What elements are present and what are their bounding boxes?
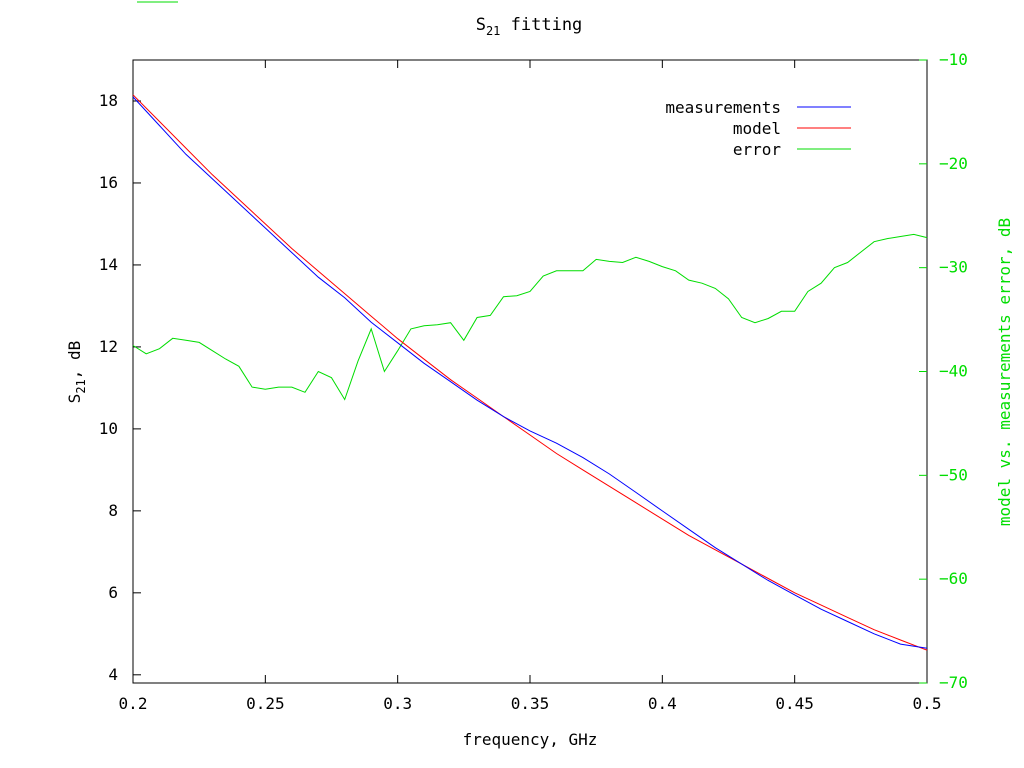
y2-tick-label: −60	[939, 569, 968, 588]
y2-tick-label: −20	[939, 154, 968, 173]
y2-tick-label: −10	[939, 50, 968, 69]
y2-tick-label: −30	[939, 258, 968, 277]
y2-axis-label: model vs. measurements error, dB	[995, 218, 1014, 526]
chart-title: S21 fitting	[476, 15, 583, 38]
x-axis-ticks: 0.2 0.25 0.3 0.35 0.4 0.45 0.5	[119, 60, 942, 713]
y2-axis-ticks: −10 −20 −30 −40 −50 −60 −70	[919, 50, 968, 692]
y-tick-label: 14	[99, 255, 118, 274]
y-tick-label: 12	[99, 337, 118, 356]
x-tick-label: 0.45	[775, 694, 814, 713]
series-line-model	[132, 94, 928, 651]
legend: measurements model error	[665, 98, 851, 159]
legend-label-model: model	[733, 119, 781, 138]
legend-label-measurements: measurements	[665, 98, 781, 117]
y2-tick-label: −70	[939, 673, 968, 692]
y-tick-label: 18	[99, 91, 118, 110]
x-axis-label: frequency, GHz	[463, 730, 598, 749]
y-tick-label: 10	[99, 419, 118, 438]
series-layer	[132, 94, 928, 651]
x-tick-label: 0.3	[383, 694, 412, 713]
series-line-error	[132, 233, 928, 401]
y-tick-label: 4	[108, 665, 118, 684]
x-tick-label: 0.5	[913, 694, 942, 713]
x-tick-label: 0.4	[648, 694, 677, 713]
x-tick-label: 0.25	[246, 694, 285, 713]
y-tick-label: 8	[108, 501, 118, 520]
legend-label-error: error	[733, 140, 782, 159]
y-axis-ticks: 4 6 8 10 12 14 16 18	[99, 91, 141, 684]
x-tick-label: 0.2	[119, 694, 148, 713]
y-axis-label: S21, dB	[65, 341, 88, 404]
y-tick-label: 16	[99, 173, 118, 192]
series-line-measurements	[132, 96, 928, 649]
y2-tick-label: −40	[939, 362, 968, 381]
y-tick-label: 6	[108, 583, 118, 602]
x-tick-label: 0.35	[511, 694, 550, 713]
y2-tick-label: −50	[939, 465, 968, 484]
